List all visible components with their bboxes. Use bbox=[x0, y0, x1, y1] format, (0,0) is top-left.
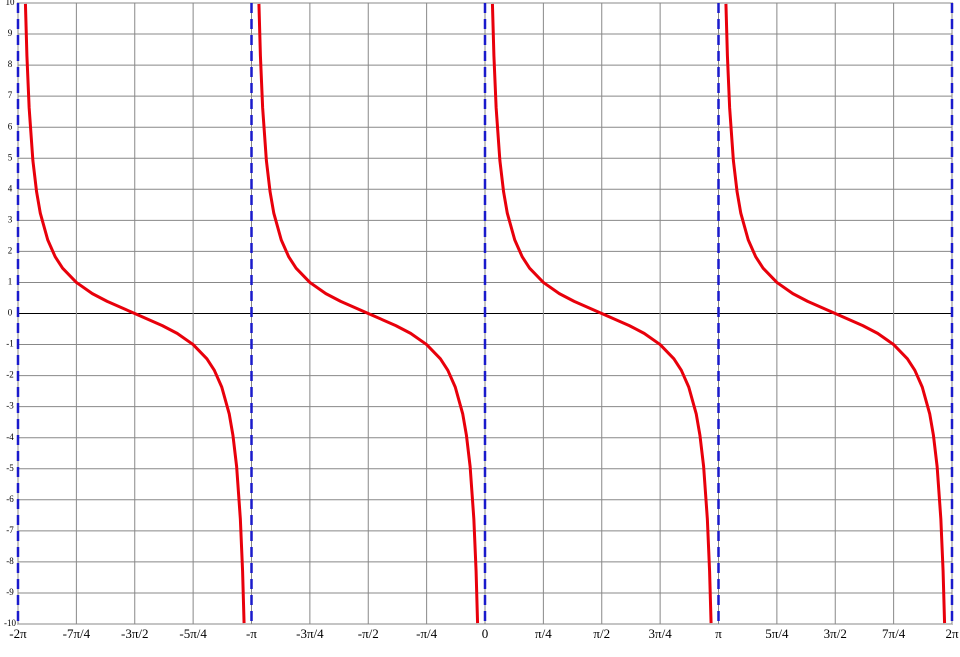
y-tick-label: 8 bbox=[8, 59, 13, 69]
x-tick-label: 3π/4 bbox=[649, 626, 673, 641]
y-tick-label: -7 bbox=[6, 525, 14, 535]
x-tick-label: -7π/4 bbox=[63, 626, 91, 641]
x-tick-label: -2π bbox=[9, 626, 27, 641]
x-tick-label: -π bbox=[246, 626, 257, 641]
cot-curve bbox=[23, 3, 947, 624]
x-tick-label: -π/2 bbox=[358, 626, 379, 641]
x-tick-label: π bbox=[715, 626, 722, 641]
y-tick-label: 10 bbox=[6, 0, 16, 7]
x-tick-label: 0 bbox=[482, 626, 489, 641]
y-tick-label: 2 bbox=[8, 245, 13, 255]
y-tick-label: -9 bbox=[6, 587, 14, 597]
y-tick-label: 4 bbox=[8, 183, 13, 193]
y-tick-label: 0 bbox=[8, 308, 13, 318]
y-tick-label: -8 bbox=[6, 556, 14, 566]
x-tick-label: -π/4 bbox=[416, 626, 438, 641]
y-tick-label: 7 bbox=[8, 90, 13, 100]
y-tick-label: -1 bbox=[6, 339, 14, 349]
x-tick-label: 2π bbox=[945, 626, 959, 641]
y-tick-label: -6 bbox=[6, 494, 14, 504]
y-tick-label: -3 bbox=[6, 401, 14, 411]
y-tick-label: 9 bbox=[8, 28, 13, 38]
x-tick-label: -5π/4 bbox=[179, 626, 207, 641]
x-tick-label: 7π/4 bbox=[882, 626, 906, 641]
y-tick-label: -10 bbox=[4, 618, 16, 628]
x-tick-label: 3π/2 bbox=[824, 626, 847, 641]
y-tick-label: -4 bbox=[6, 432, 14, 442]
x-tick-label: -3π/4 bbox=[296, 626, 324, 641]
x-tick-label: -3π/2 bbox=[121, 626, 149, 641]
y-tick-label: -2 bbox=[6, 370, 14, 380]
y-tick-label: 1 bbox=[8, 277, 13, 287]
x-tick-label: π/4 bbox=[535, 626, 552, 641]
x-tick-label: π/2 bbox=[593, 626, 610, 641]
y-tick-label: 6 bbox=[8, 121, 13, 131]
y-tick-label: -5 bbox=[6, 463, 14, 473]
y-tick-label: 3 bbox=[8, 214, 13, 224]
plot-layer bbox=[23, 3, 947, 624]
x-tick-label: 5π/4 bbox=[765, 626, 789, 641]
y-tick-label: 5 bbox=[8, 152, 13, 162]
